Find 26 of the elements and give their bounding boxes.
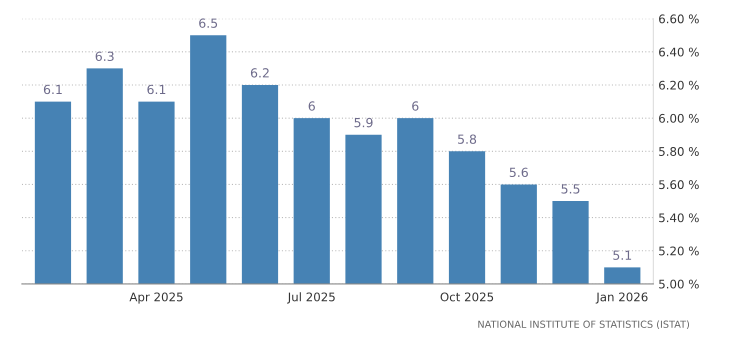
x-tick-label: Jul 2025 — [287, 292, 335, 304]
data-label: 6.5 — [199, 18, 218, 28]
y-tick-label: 5.60 % — [659, 180, 699, 190]
data-label: 5.1 — [613, 250, 632, 260]
y-tick-label: 6.60 % — [659, 14, 699, 24]
y-tick-label: 6.40 % — [659, 48, 699, 57]
x-tick-label: Jan 2026 — [596, 292, 648, 304]
data-label: 6.1 — [44, 84, 62, 94]
data-label: 5.8 — [458, 134, 476, 144]
text: NATIONAL INSTITUTE OF STATISTICS (ISTAT) — [478, 320, 690, 330]
y-tick-label: 5.40 % — [659, 213, 699, 222]
data-label: 6.2 — [250, 68, 269, 78]
y-tick-label: 5.80 % — [659, 147, 699, 156]
y-tick-label: 6.00 % — [659, 114, 699, 123]
data-label: 5.5 — [562, 184, 580, 194]
data-label: 6.3 — [96, 52, 114, 62]
y-tick-label: 5.00 % — [659, 280, 699, 289]
x-tick-label: Oct 2025 — [440, 292, 494, 302]
data-label: 6.1 — [147, 84, 166, 94]
y-tick-label: 5.20 % — [659, 246, 699, 256]
data-label: 5.9 — [354, 118, 373, 128]
data-label: 5.6 — [510, 168, 528, 178]
x-tick-label: Apr 2025 — [129, 292, 183, 304]
data-label: 6 — [412, 101, 418, 111]
y-tick-label: 6.20 % — [659, 80, 699, 90]
data-label: 6 — [308, 101, 315, 111]
